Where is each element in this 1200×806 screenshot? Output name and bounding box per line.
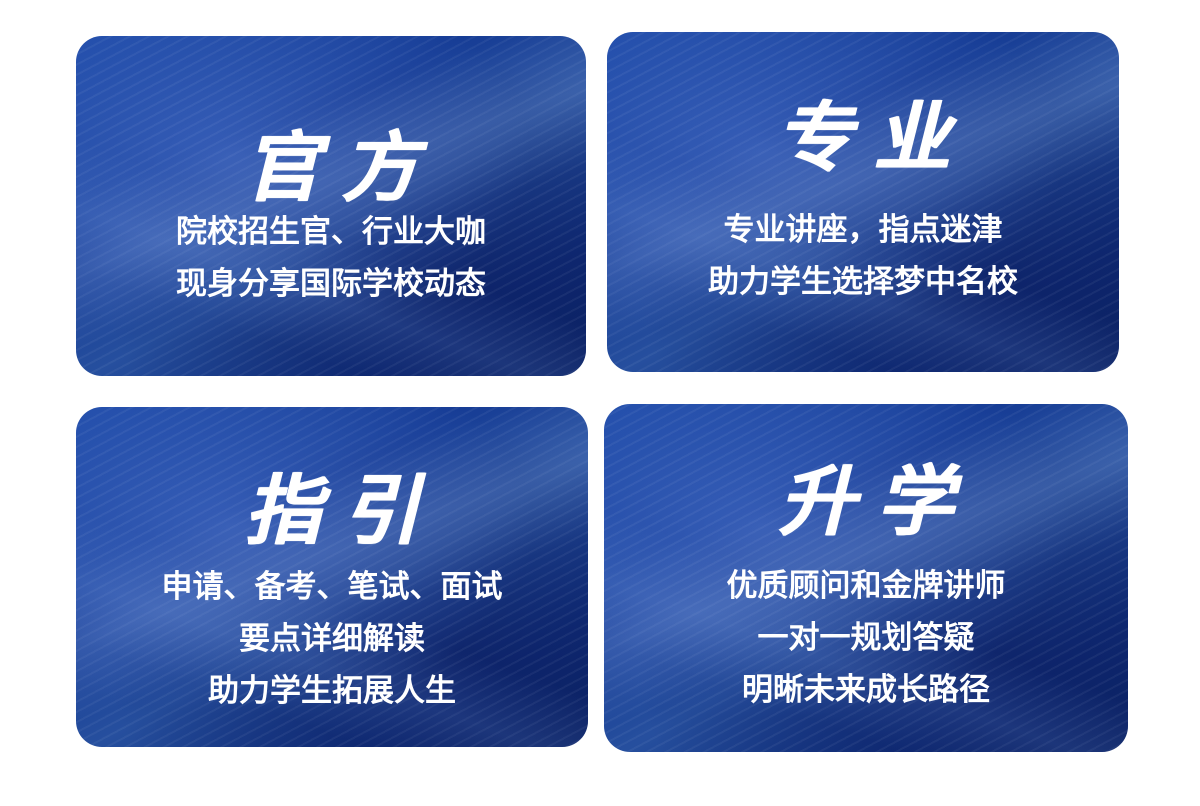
card-title: 升学 xyxy=(779,457,975,546)
card-line: 一对一规划答疑 xyxy=(757,620,975,656)
card-line: 优质顾问和金牌讲师 xyxy=(726,568,1006,604)
card-line: 要点详细解读 xyxy=(239,621,425,657)
card-title: 专业 xyxy=(776,93,972,182)
card-line: 申请、备考、笔试、面试 xyxy=(161,569,503,605)
card-line: 院校招生官、行业大咖 xyxy=(176,214,486,250)
card-line: 专业讲座，指点迷津 xyxy=(723,212,1003,248)
card-description: 专业讲座，指点迷津 助力学生选择梦中名校 xyxy=(607,204,1119,308)
card-description: 申请、备考、笔试、面试 要点详细解读 助力学生拓展人生 xyxy=(76,561,588,717)
card-professional: 专业 专业讲座，指点迷津 助力学生选择梦中名校 xyxy=(607,32,1119,372)
card-line: 助力学生拓展人生 xyxy=(208,673,456,709)
card-line: 明晰未来成长路径 xyxy=(742,672,990,708)
card-guidance: 指引 申请、备考、笔试、面试 要点详细解读 助力学生拓展人生 xyxy=(76,407,588,747)
card-description: 优质顾问和金牌讲师 一对一规划答疑 明晰未来成长路径 xyxy=(604,560,1128,716)
card-line: 助力学生选择梦中名校 xyxy=(708,264,1018,300)
card-description: 院校招生官、行业大咖 现身分享国际学校动态 xyxy=(76,206,586,310)
card-admission: 升学 优质顾问和金牌讲师 一对一规划答疑 明晰未来成长路径 xyxy=(604,404,1128,752)
card-title: 指引 xyxy=(245,466,441,555)
card-title: 官方 xyxy=(244,123,440,212)
card-official: 官方 院校招生官、行业大咖 现身分享国际学校动态 xyxy=(76,36,586,376)
card-line: 现身分享国际学校动态 xyxy=(176,266,486,302)
